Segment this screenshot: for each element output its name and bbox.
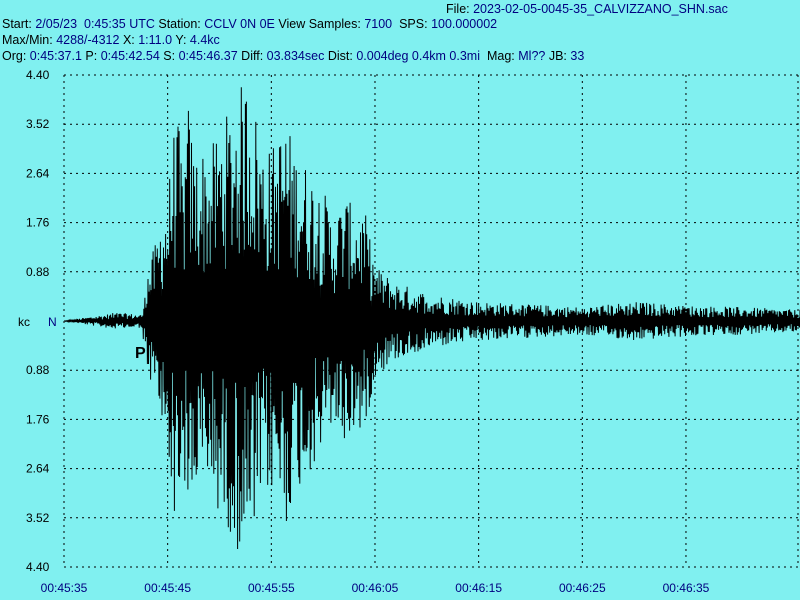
y-tick-label: 0.88 bbox=[26, 265, 50, 279]
view-samples-value: 7100 bbox=[364, 17, 393, 31]
jb-value: 33 bbox=[570, 49, 585, 63]
y-tick-label: 3.52 bbox=[26, 117, 50, 131]
x-tick-label: 00:46:25 bbox=[559, 581, 606, 595]
y-tick-label: 1.76 bbox=[26, 216, 50, 230]
x-tick-label: 00:45:55 bbox=[248, 581, 295, 595]
y-tick-label: 4.40 bbox=[26, 68, 50, 82]
file-line: File: 2023-02-05-0045-35_CALVIZZANO_SHN.… bbox=[446, 2, 728, 16]
org-line: Org: 0:45:37.1 P: 0:45:42.54 S: 0:45:46.… bbox=[2, 49, 584, 63]
jb-label: JB: bbox=[548, 49, 567, 63]
y-axis-ticks: 4.40 3.52 2.64 1.76 0.88 0.88 1.76 2.64 3.52 4.40 bbox=[26, 68, 50, 574]
mag-value: Ml?? bbox=[518, 49, 546, 63]
y-tick-label: 3.52 bbox=[26, 511, 50, 525]
s-label: S: bbox=[163, 49, 176, 63]
channel-label: N bbox=[48, 315, 57, 329]
maxmin-line: Max/Min: 4288/-4312 X: 1:11.0 Y: 4.4kc bbox=[2, 33, 220, 47]
y-tick-label: 2.64 bbox=[26, 166, 50, 180]
x-axis-ticks: 00:45:35 00:45:45 00:45:55 00:46:05 00:46:15… bbox=[41, 581, 710, 595]
y-value: 4.4kc bbox=[189, 33, 220, 47]
y-axis-unit-label: kc bbox=[18, 315, 30, 329]
x-tick-label: 00:45:35 bbox=[41, 581, 88, 595]
y-label: Y: bbox=[175, 33, 187, 47]
dist-label: Dist: bbox=[327, 49, 353, 63]
diff-label: Diff: bbox=[241, 49, 264, 63]
view-samples-label: View Samples: bbox=[278, 17, 361, 31]
station-value: CCLV 0N 0E bbox=[204, 17, 275, 31]
x-value: 1:11.0 bbox=[138, 33, 173, 47]
y-tick-label: 2.64 bbox=[26, 462, 50, 476]
y-tick-label: 1.76 bbox=[26, 412, 50, 426]
x-tick-label: 00:45:45 bbox=[144, 581, 191, 595]
maxmin-label: Max/Min: bbox=[2, 33, 53, 47]
org-value: 0:45:37.1 bbox=[29, 49, 82, 63]
diff-value: 03.834sec bbox=[266, 49, 325, 63]
maxmin-value: 4288/-4312 bbox=[56, 33, 120, 47]
y-tick-label: 4.40 bbox=[26, 560, 50, 574]
mag-label: Mag: bbox=[486, 49, 515, 63]
seismic-trace bbox=[64, 87, 800, 550]
x-tick-label: 00:46:15 bbox=[455, 581, 502, 595]
sps-value: 100.000002 bbox=[431, 17, 498, 31]
s-value: 0:45:46.37 bbox=[178, 49, 238, 63]
x-tick-label: 00:46:35 bbox=[663, 581, 710, 595]
file-label: File: bbox=[446, 2, 470, 16]
start-label: Start: bbox=[2, 17, 32, 31]
station-label: Station: bbox=[158, 17, 201, 31]
start-value: 2/05/23 0:45:35 UTC bbox=[35, 17, 155, 31]
sps-label: SPS: bbox=[399, 17, 428, 31]
org-label: Org: bbox=[2, 49, 27, 63]
dist-value: 0.004deg 0.4km 0.3mi bbox=[356, 49, 481, 63]
start-line: Start: 2/05/23 0:45:35 UTC Station: CCLV… bbox=[2, 17, 497, 31]
p-label: P: bbox=[85, 49, 98, 63]
x-tick-label: 00:46:05 bbox=[352, 581, 399, 595]
p-value: 0:45:42.54 bbox=[100, 49, 160, 63]
y-tick-label: 0.88 bbox=[26, 363, 50, 377]
p-pick-marker: P bbox=[135, 345, 146, 362]
file-value: 2023-02-05-0045-35_CALVIZZANO_SHN.sac bbox=[473, 2, 728, 16]
x-label: X: bbox=[122, 33, 135, 47]
